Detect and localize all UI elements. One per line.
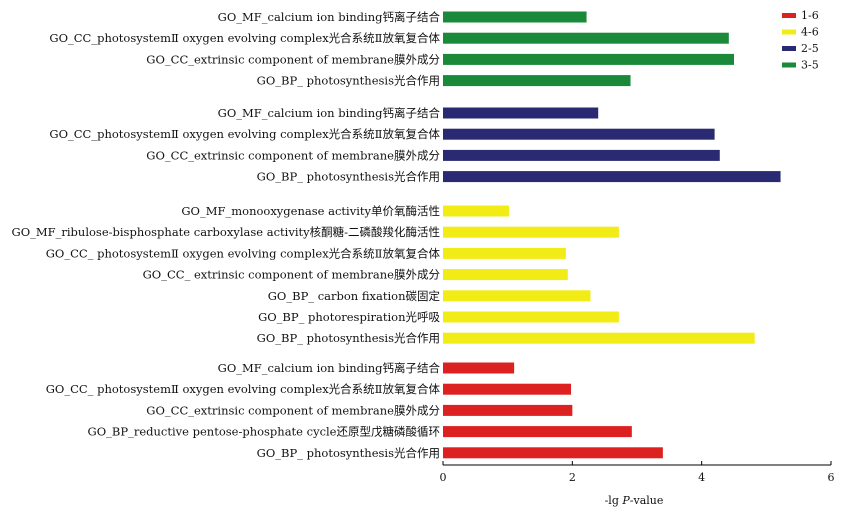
bar-4-6-2 [443,247,566,259]
x-tick-label-0: 0 [440,471,447,484]
category-label-4-6-3: GO_CC_ extrinsic component of membrane膜外… [143,268,441,282]
category-label-4-6-4: GO_BP_ carbon fixation碳固定 [268,289,441,303]
bar-4-6-6 [443,332,755,344]
category-label-1-6-0: GO_MF_calcium ion binding钙离子结合 [218,361,441,375]
bar-1-6-3 [443,426,632,438]
bar-4-6-3 [443,269,568,281]
x-axis-title-prefix: -lg [605,494,623,507]
bar-4-6-4 [443,290,591,302]
bars-layer [443,11,781,459]
legend-swatch-4-6 [782,29,796,35]
legend-label-2-5: 2-5 [801,42,819,55]
bar-1-6-0 [443,362,515,374]
x-axis-title-italic: P [621,494,630,507]
category-label-2-5-2: GO_CC_extrinsic component of membrane膜外成… [146,148,440,162]
bar-3-5-0 [443,11,587,23]
category-label-2-5-0: GO_MF_calcium ion binding钙离子结合 [218,106,441,120]
category-label-1-6-4: GO_BP_ photosynthesis光合作用 [257,446,440,460]
legend: 1-6 4-6 2-5 3-5 [782,9,819,72]
category-label-3-5-2: GO_CC_extrinsic component of membrane膜外成… [146,52,440,66]
bar-1-6-4 [443,447,663,459]
category-label-4-6-6: GO_BP_ photosynthesis光合作用 [257,331,440,345]
legend-label-4-6: 4-6 [801,26,819,39]
category-label-4-6-2: GO_CC_ photosystemⅡ oxygen evolving comp… [46,246,441,260]
bar-2-5-1 [443,128,715,140]
x-tick-label-1: 2 [569,471,576,484]
category-label-3-5-0: GO_MF_calcium ion binding钙离子结合 [218,10,441,24]
legend-swatch-3-5 [782,62,796,68]
bar-2-5-2 [443,149,720,161]
x-axis: 0 2 4 6 -lg P-value [440,461,835,507]
category-label-1-6-2: GO_CC_extrinsic component of membrane膜外成… [146,403,440,417]
bar-3-5-2 [443,53,734,65]
bar-4-6-1 [443,226,619,238]
bar-2-5-0 [443,107,599,119]
x-tick-label-3: 6 [828,471,835,484]
category-label-4-6-0: GO_MF_monooxygenase activity单价氧酶活性 [181,204,440,218]
legend-swatch-1-6 [782,13,796,18]
legend-swatch-2-5 [782,46,796,51]
x-tick-label-2: 4 [698,471,705,484]
category-label-3-5-3: GO_BP_ photosynthesis光合作用 [257,74,440,88]
bar-1-6-2 [443,404,573,416]
category-label-4-6-1: GO_MF_ribulose-bisphosphate carboxylase … [12,225,440,239]
bar-3-5-1 [443,32,729,44]
category-labels-layer: GO_MF_calcium ion binding钙离子结合 GO_CC_phot… [12,10,441,460]
category-label-1-6-1: GO_CC_ photosystemⅡ oxygen evolving comp… [46,382,441,396]
category-label-3-5-1: GO_CC_photosystemⅡ oxygen evolving compl… [49,31,440,45]
bar-3-5-3 [443,75,631,87]
x-axis-title-suffix: -value [630,494,664,507]
legend-label-1-6: 1-6 [801,9,819,22]
bar-1-6-1 [443,383,572,395]
category-label-4-6-5: GO_BP_ photorespiration光呼吸 [258,310,440,324]
x-axis-title: -lg P-value [605,494,664,507]
x-axis-ticks: 0 2 4 6 [440,461,835,484]
bar-4-6-0 [443,205,509,217]
category-label-2-5-3: GO_BP_ photosynthesis光合作用 [257,170,440,184]
category-label-2-5-1: GO_CC_photosystemⅡ oxygen evolving compl… [49,127,440,141]
bar-4-6-5 [443,311,619,323]
legend-label-3-5: 3-5 [801,59,819,72]
category-label-1-6-3: GO_BP_reductive pentose-phosphate cycle还… [88,425,440,439]
bar-2-5-3 [443,171,781,183]
